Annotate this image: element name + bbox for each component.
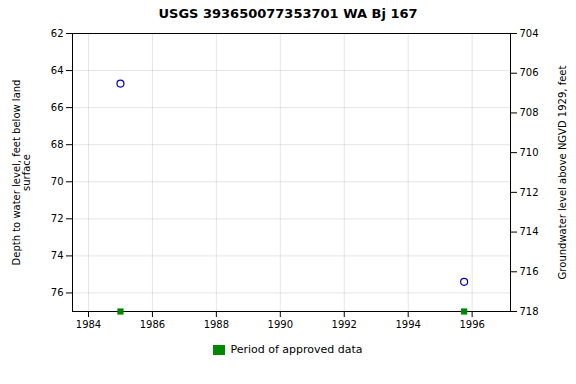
svg-text:1984: 1984 — [76, 319, 101, 330]
html-text:Period of approved data: Period of approved data — [230, 343, 363, 356]
svg-text:1990: 1990 — [268, 319, 293, 330]
svg-text:Depth to water level, feet bel: Depth to water level, feet below landsur… — [11, 80, 32, 266]
svg-text:1988: 1988 — [204, 319, 229, 330]
svg-text:704: 704 — [520, 28, 539, 39]
svg-text:1992: 1992 — [332, 319, 357, 330]
svg-text:72: 72 — [51, 213, 64, 224]
svg-text:1986: 1986 — [140, 319, 165, 330]
svg-text:706: 706 — [520, 67, 539, 78]
svg-text:712: 712 — [520, 187, 539, 198]
svg-text:716: 716 — [520, 266, 539, 277]
svg-text:74: 74 — [51, 250, 64, 261]
svg-text:710: 710 — [520, 147, 539, 158]
svg-text:708: 708 — [520, 107, 539, 118]
svg-text:76: 76 — [51, 287, 64, 298]
svg-text:70: 70 — [51, 176, 64, 187]
svg-text:66: 66 — [51, 102, 64, 113]
svg-text:1996: 1996 — [459, 319, 484, 330]
svg-text:62: 62 — [51, 28, 64, 39]
html-text:USGS 393650077353701 WA Bj 167: USGS 393650077353701 WA Bj 167 — [158, 6, 418, 21]
svg-text:1994: 1994 — [395, 319, 420, 330]
svg-text:68: 68 — [51, 139, 64, 150]
svg-text:64: 64 — [51, 65, 64, 76]
svg-text:718: 718 — [520, 306, 539, 317]
svg-text:Groundwater level above NGVD 1: Groundwater level above NGVD 1929, feet — [557, 66, 568, 280]
svg-text:714: 714 — [520, 226, 539, 237]
